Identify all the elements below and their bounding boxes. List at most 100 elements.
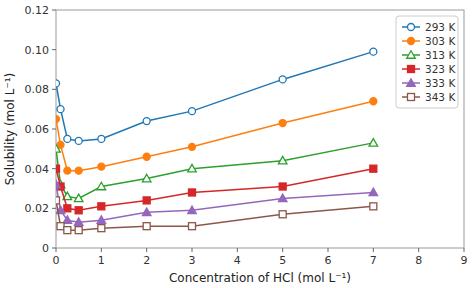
y-tick-label: 0.10 [25,44,50,57]
point [75,227,82,234]
x-tick-label: 0 [53,254,60,267]
point [279,211,286,218]
legend-marker [408,66,415,73]
point [279,76,286,83]
y-tick-label: 0.04 [25,163,50,176]
x-tick-label: 4 [234,254,241,267]
point [370,165,377,172]
point [75,207,82,214]
legend-marker [408,38,415,45]
point [278,156,287,164]
point [188,164,197,172]
series [56,180,378,225]
series-line [56,169,373,211]
y-tick [52,248,56,249]
point [279,120,286,127]
x-tick-label: 2 [143,254,150,267]
point [74,218,83,226]
x-tick [192,248,193,252]
y-tick [52,10,56,11]
point [75,167,82,174]
legend-marker [408,24,415,31]
x-tick [101,248,102,252]
y-tick [52,208,56,209]
point [143,197,150,204]
point [370,48,377,55]
x-tick [237,248,238,252]
point [56,80,60,87]
point [97,182,106,190]
point [56,180,60,188]
point [142,208,151,216]
point [74,194,83,202]
point [278,194,287,202]
point [57,223,64,230]
x-tick-label: 3 [189,254,196,267]
legend-marker [407,79,416,87]
series [56,48,377,144]
point [64,227,71,234]
point [370,98,377,105]
point [98,225,105,232]
series-line [56,101,373,170]
y-tick [52,49,56,50]
point [64,205,71,212]
series [56,197,377,234]
legend-box [396,16,458,108]
point [189,143,196,150]
legend-label: 293 K [425,21,456,33]
point [97,216,106,224]
point [56,197,60,204]
point [98,163,105,170]
y-tick-label: 0 [42,242,49,255]
point [143,118,150,125]
point [98,203,105,210]
x-tick [464,248,465,252]
plot-area [56,48,378,234]
x-tick-label: 1 [98,254,105,267]
point [64,135,71,142]
y-tick-label: 0.08 [25,83,50,96]
x-tick-label: 7 [370,254,377,267]
point [143,223,150,230]
y-tick [52,89,56,90]
y-tick-label: 0.12 [25,4,50,17]
point [57,106,64,113]
point [56,165,60,172]
y-axis-label: Solubility (mol L⁻¹) [3,73,17,186]
point [369,139,378,147]
y-tick [52,168,56,169]
series [56,139,378,202]
y-tick-label: 0.06 [25,123,50,136]
legend-marker [407,51,416,59]
point [279,183,286,190]
point [142,174,151,182]
x-tick-label: 5 [279,254,286,267]
x-tick [418,248,419,252]
series-line [56,52,373,141]
point [189,108,196,115]
legend-label: 323 K [425,63,456,75]
series-line [56,185,373,223]
legend-label: 303 K [425,35,456,47]
x-tick [328,248,329,252]
legend-label: 333 K [425,77,456,89]
x-tick [56,248,57,252]
point [143,153,150,160]
y-tick [52,129,56,130]
x-tick [373,248,374,252]
plot-frame [56,10,464,248]
point [98,135,105,142]
x-tick-label: 9 [461,254,468,267]
point [189,189,196,196]
series-line [56,143,373,199]
point [64,167,71,174]
chart: 00.020.040.060.080.100.120123456789Conce… [0,0,474,288]
point [189,223,196,230]
legend-label: 313 K [425,49,456,61]
legend-marker [408,94,415,101]
legend-label: 343 K [425,91,456,103]
point [369,188,378,196]
x-tick [146,248,147,252]
x-tick-label: 6 [325,254,332,267]
